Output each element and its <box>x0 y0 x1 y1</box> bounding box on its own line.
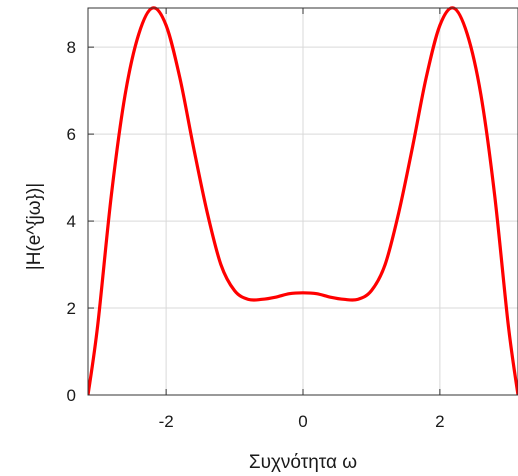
x-axis-label: Συχνότητα ω <box>249 452 357 473</box>
y-tick-label: 0 <box>67 386 76 405</box>
x-tick-label: 0 <box>298 412 307 431</box>
y-axis-label: |H(e^{jω})| <box>24 183 45 270</box>
y-tick-label: 6 <box>67 125 76 144</box>
x-tick-label: -2 <box>159 412 174 431</box>
tick-labels: -2 0 2 0 2 4 6 8 <box>67 38 445 431</box>
tick-marks <box>88 8 441 396</box>
x-tick-label: 2 <box>435 412 444 431</box>
y-tick-label: 8 <box>67 38 76 57</box>
y-tick-label: 4 <box>67 212 76 231</box>
y-tick-label: 2 <box>67 299 76 318</box>
